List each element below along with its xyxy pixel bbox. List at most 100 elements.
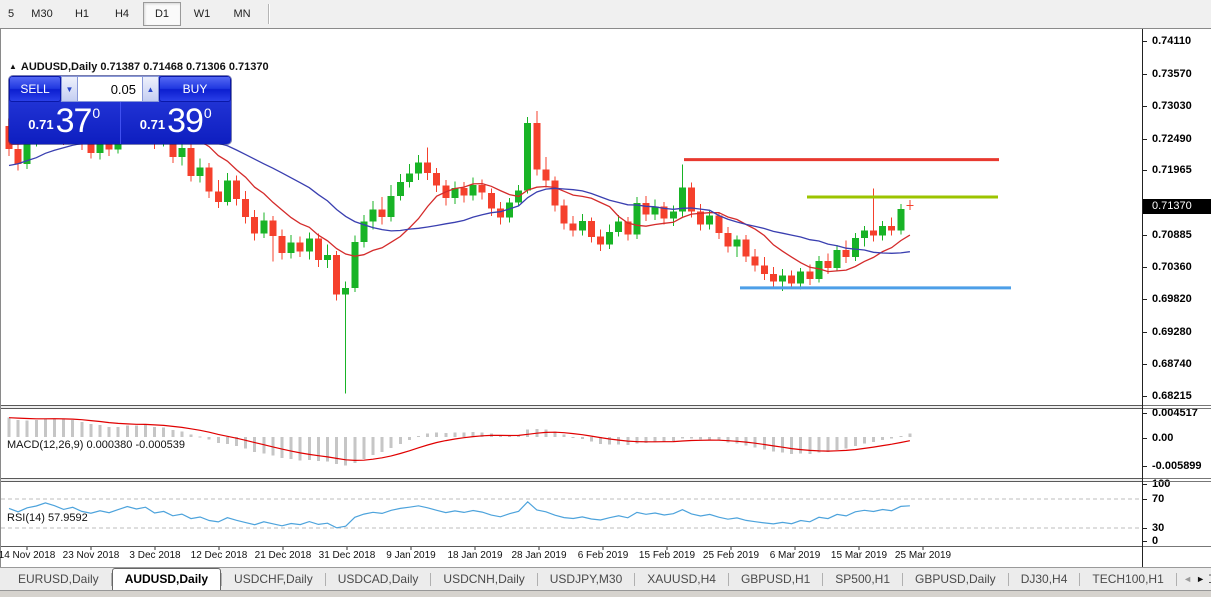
axis-tick-mark [1143, 332, 1147, 333]
rsi-line[interactable] [8, 500, 910, 529]
price-axis-label: 0.73030 [1152, 100, 1192, 112]
tab-separator [221, 572, 223, 586]
buy-button[interactable]: BUY [159, 76, 231, 102]
tab-separator [822, 572, 824, 586]
axis-tick-mark [1143, 499, 1147, 500]
axis-tick-mark [1143, 541, 1147, 542]
macd-histogram [7, 417, 912, 466]
scroll-right-icon[interactable]: ► [1196, 573, 1205, 584]
timeframe-button-5[interactable]: 5 [7, 8, 15, 20]
sell-price-prefix: 0.71 [28, 117, 54, 132]
axis-separator [1143, 408, 1211, 409]
date-label: 9 Jan 2019 [386, 550, 436, 561]
date-label: 25 Feb 2019 [702, 550, 760, 561]
axis-tick-mark [1143, 466, 1147, 467]
axis-separator [1143, 405, 1211, 406]
chart-tab-usdchf[interactable]: USDCHF,Daily [234, 572, 313, 586]
buy-price-big-digits: 39 [167, 102, 204, 140]
tab-separator [324, 572, 326, 586]
sell-button[interactable]: SELL [9, 76, 61, 102]
axis-tick-mark [1143, 41, 1147, 42]
axis-tick-mark [1143, 299, 1147, 300]
timeframe-button-mn[interactable]: MN [233, 8, 251, 20]
chart-tab-bar: EURUSD,Daily AUDUSD,Daily USDCHF,Daily USDC… [0, 567, 1211, 590]
tab-separator [1007, 572, 1009, 586]
macd-signal-line[interactable] [8, 417, 911, 462]
axis-separator [1143, 478, 1211, 479]
price-axis-label: 0.70360 [1152, 261, 1192, 273]
current-price-tag: 0.71370 [1143, 199, 1211, 214]
date-label: 21 Dec 2018 [254, 550, 312, 561]
price-axis-label: 0.69820 [1152, 293, 1192, 305]
buy-price-pipette: 0 [203, 105, 212, 121]
axis-tick-mark [1143, 235, 1147, 236]
status-bar [0, 590, 1211, 597]
timeframe-button-w1[interactable]: W1 [193, 8, 211, 20]
volume-input[interactable] [78, 76, 142, 102]
date-label: 12 Dec 2018 [190, 550, 248, 561]
tab-separator [1079, 572, 1081, 586]
macd-axis-label: -0.005899 [1152, 460, 1202, 472]
date-label: 15 Mar 2019 [830, 550, 888, 561]
rsi-axis-label: 100 [1152, 478, 1171, 490]
chart-tab-usdcnh[interactable]: USDCNH,Daily [443, 572, 525, 586]
timeframe-button-h1[interactable]: H1 [74, 8, 90, 20]
timeframe-button-h4[interactable]: H4 [114, 8, 130, 20]
sell-price-pipette: 0 [92, 105, 101, 121]
chart-tab-xauusd[interactable]: XAUUSD,H4 [647, 572, 716, 586]
price-axis-label: 0.72490 [1152, 133, 1192, 145]
price-axis[interactable]: 0.74110 0.73570 0.73030 0.72490 0.71965 0.708… [1142, 29, 1211, 567]
timeframe-toolbar: 5 M30 H1 H4 D1 W1 MN [0, 0, 1211, 29]
macd-panel [7, 417, 912, 466]
panel-divider[interactable] [1, 405, 1142, 409]
date-axis[interactable]: 14 Nov 2018 23 Nov 2018 3 Dec 2018 12 Dec 2… [0, 548, 1142, 567]
tab-scroll-arrows: ◄ ► [1179, 568, 1209, 589]
toolbar-separator [268, 4, 269, 24]
volume-increase-button[interactable]: ▲ [142, 76, 159, 102]
axis-tick-mark [1143, 106, 1147, 107]
axis-tick-mark [1143, 396, 1147, 397]
date-label: 6 Feb 2019 [577, 550, 629, 561]
buy-price-display[interactable]: 0.71 39 0 [121, 102, 232, 144]
date-label: 6 Mar 2019 [769, 550, 821, 561]
tab-separator [1175, 572, 1177, 586]
buy-price-prefix: 0.71 [139, 117, 166, 132]
timeframe-button-m30[interactable]: M30 [31, 8, 53, 20]
chart-tab-sp500[interactable]: SP500,H1 [835, 572, 890, 586]
chart-tab-usdjpy[interactable]: USDJPY,M30 [549, 572, 623, 586]
chart-tab-gbpusd[interactable]: GBPUSD,Daily [915, 572, 996, 586]
ma-fast-line[interactable] [8, 131, 911, 273]
rsi-panel [1, 498, 1142, 529]
chart-tab-tech100[interactable]: TECH100,H1 [1092, 572, 1164, 586]
price-axis-label: 0.73570 [1152, 68, 1192, 80]
rsi-axis-label: 70 [1152, 493, 1165, 505]
sell-price-display[interactable]: 0.71 37 0 [9, 102, 121, 144]
axis-separator [1143, 546, 1211, 547]
price-axis-label: 0.74110 [1152, 35, 1192, 47]
price-axis-label: 0.68740 [1152, 358, 1192, 370]
tab-separator [430, 572, 432, 586]
chart-tab-dj30[interactable]: DJ30,H4 [1020, 572, 1068, 586]
date-label: 18 Jan 2019 [447, 550, 503, 561]
rsi-name: RSI(14) [7, 512, 45, 524]
macd-axis-label: 0.004517 [1152, 407, 1198, 419]
date-label: 28 Jan 2019 [511, 550, 567, 561]
ma-slow-line[interactable] [8, 133, 910, 254]
tab-separator [536, 572, 538, 586]
panel-divider[interactable] [1, 478, 1142, 482]
chart-tab-eurusd[interactable]: EURUSD,Daily [18, 572, 99, 586]
scroll-left-icon[interactable]: ◄ [1183, 573, 1193, 584]
chart-tab-audusd[interactable]: AUDUSD,Daily [111, 568, 222, 590]
collapse-triangle-icon[interactable]: ▲ [9, 62, 17, 71]
chart-title-text: AUDUSD,Daily 0.71387 0.71468 0.71306 0.7… [20, 61, 269, 73]
volume-decrease-button[interactable]: ▼ [61, 76, 78, 102]
chart-tab-usdcad[interactable]: USDCAD,Daily [337, 572, 419, 586]
chart-area[interactable]: ▲ AUDUSD,Daily 0.71387 0.71468 0.71306 0.… [0, 29, 1142, 567]
date-label: 15 Feb 2019 [638, 550, 696, 561]
rsi-value: 57.9592 [47, 512, 88, 524]
chart-tab-gbpusd[interactable]: GBPUSD,H1 [740, 572, 811, 586]
timeframe-button-d1[interactable]: D1 [143, 2, 181, 26]
one-click-trading-panel: SELL ▼ ▲ BUY 0.71 37 0 0.71 39 0 [9, 76, 231, 144]
axis-tick-mark [1143, 484, 1147, 485]
axis-tick-mark [1143, 413, 1147, 414]
